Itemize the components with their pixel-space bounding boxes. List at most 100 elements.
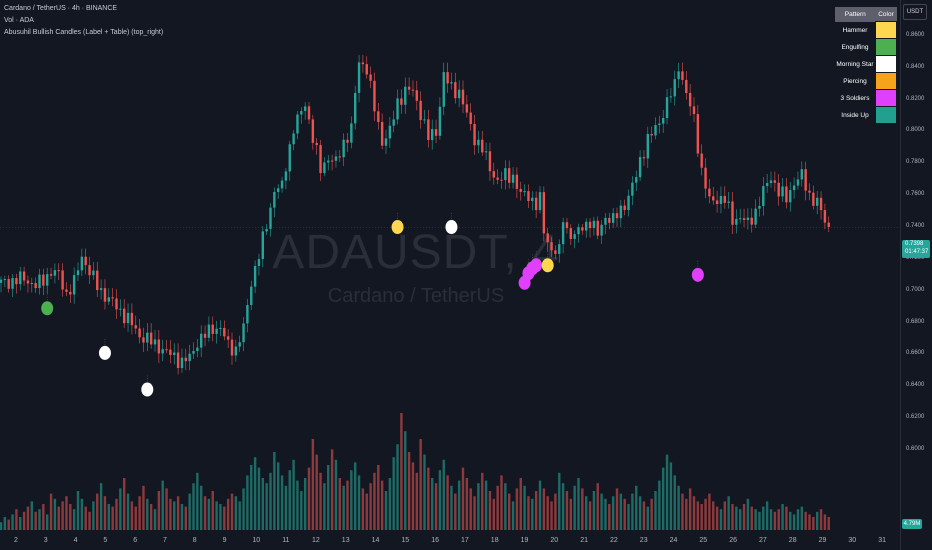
- volume-bar: [700, 504, 703, 530]
- volume-bar: [311, 439, 315, 530]
- volume-bar: [800, 506, 803, 530]
- legend-row: Piercing: [835, 72, 897, 90]
- volume-bar: [361, 488, 365, 530]
- volume-bar: [242, 488, 245, 530]
- candle-body: [253, 265, 257, 287]
- volume-bar: [323, 483, 326, 530]
- candle-body: [280, 180, 284, 189]
- volume-bar: [715, 506, 719, 530]
- volume-bar: [300, 491, 303, 530]
- pattern-marker-engulfing: [41, 301, 54, 316]
- time-tick-label: 28: [788, 537, 797, 544]
- volume-bar: [115, 498, 118, 530]
- volume-bar: [277, 462, 280, 530]
- candle-body: [465, 104, 469, 113]
- price-tick-label: 0.8200: [906, 95, 925, 102]
- time-tick-label: 13: [341, 537, 350, 544]
- price-chart[interactable]: [0, 0, 900, 550]
- candle-body: [592, 220, 596, 229]
- candle-body: [573, 234, 576, 239]
- candle-body: [188, 353, 191, 362]
- volume-bar: [688, 488, 692, 530]
- volume-bar: [534, 491, 538, 530]
- time-tick-label: 17: [461, 537, 469, 544]
- candle-body: [380, 122, 384, 146]
- candle-body: [789, 190, 792, 203]
- volume-bar: [53, 498, 57, 530]
- volume-bar: [619, 493, 623, 530]
- volume-bar: [611, 496, 615, 530]
- volume-bar: [434, 483, 438, 530]
- volume-bar: [161, 480, 164, 530]
- candle-body: [377, 111, 380, 123]
- candle-body: [223, 327, 226, 337]
- legend-color-swatch: [875, 72, 897, 90]
- candle-body: [650, 134, 653, 136]
- candle-body: [469, 112, 472, 125]
- volume-indicator-title[interactable]: Vol · ADA: [4, 17, 34, 24]
- time-tick-label: 29: [818, 537, 827, 544]
- volume-bar: [650, 498, 653, 530]
- candle-body: [107, 297, 110, 302]
- volume-bar: [3, 517, 7, 530]
- volume-bar: [234, 496, 238, 530]
- volume-bar: [419, 439, 422, 530]
- volume-bar: [46, 514, 49, 530]
- volume-bar: [461, 467, 465, 530]
- volume-bar: [592, 491, 596, 530]
- volume-bar: [215, 501, 218, 530]
- price-tick-label: 0.7400: [906, 223, 925, 230]
- volume-bar: [165, 488, 168, 530]
- volume-bar: [550, 501, 553, 530]
- volume-bar: [365, 493, 368, 530]
- volume-bar: [338, 478, 341, 530]
- volume-bar: [638, 496, 642, 530]
- candle-body: [26, 280, 30, 284]
- candle-body: [658, 123, 661, 126]
- legend-pattern-label: 3 Soldiers: [840, 94, 870, 102]
- volume-bar: [261, 478, 264, 530]
- volume-bar: [226, 498, 230, 530]
- candle-body: [288, 144, 291, 172]
- candle-body: [161, 349, 164, 354]
- candle-body: [153, 339, 157, 345]
- volume-bar: [773, 511, 777, 530]
- candle-body: [723, 195, 726, 203]
- time-tick-label: 19: [520, 537, 529, 544]
- candle-body: [334, 156, 338, 161]
- currency-button[interactable]: USDT: [903, 4, 927, 20]
- pattern-indicator-title[interactable]: Abusuhil Bullish Candles (Label + Table)…: [4, 29, 164, 36]
- volume-bar: [123, 478, 126, 530]
- candle-body: [184, 357, 187, 362]
- volume-bar: [284, 485, 288, 530]
- volume-bar: [373, 472, 376, 530]
- candle-body: [384, 138, 388, 146]
- volume-bar: [342, 485, 345, 530]
- candle-body: [126, 312, 130, 324]
- candle-body: [257, 259, 261, 266]
- volume-bar: [173, 501, 176, 530]
- candle-body: [277, 188, 280, 192]
- candle-body: [407, 86, 411, 90]
- candle-body: [431, 129, 434, 141]
- candle-body: [419, 100, 422, 121]
- volume-bar: [404, 431, 407, 530]
- time-tick-label: 5: [103, 537, 108, 544]
- candle-body: [742, 218, 746, 220]
- legend-row: Inside Up: [835, 106, 897, 124]
- volume-bar: [519, 478, 522, 530]
- price-tick-label: 0.6400: [906, 382, 925, 389]
- candle-body: [727, 201, 730, 203]
- time-tick-label: 12: [312, 537, 320, 544]
- candle-body: [273, 191, 276, 208]
- volume-bar: [646, 506, 649, 530]
- candle-body: [619, 205, 623, 219]
- candle-body: [758, 205, 761, 209]
- candle-body: [354, 92, 357, 124]
- volume-bar: [411, 462, 415, 530]
- volume-bar: [438, 470, 442, 530]
- volume-bar: [642, 501, 646, 530]
- symbol-title[interactable]: Cardano / TetherUS · 4h · BINANCE: [4, 5, 118, 12]
- candle-body: [303, 106, 307, 111]
